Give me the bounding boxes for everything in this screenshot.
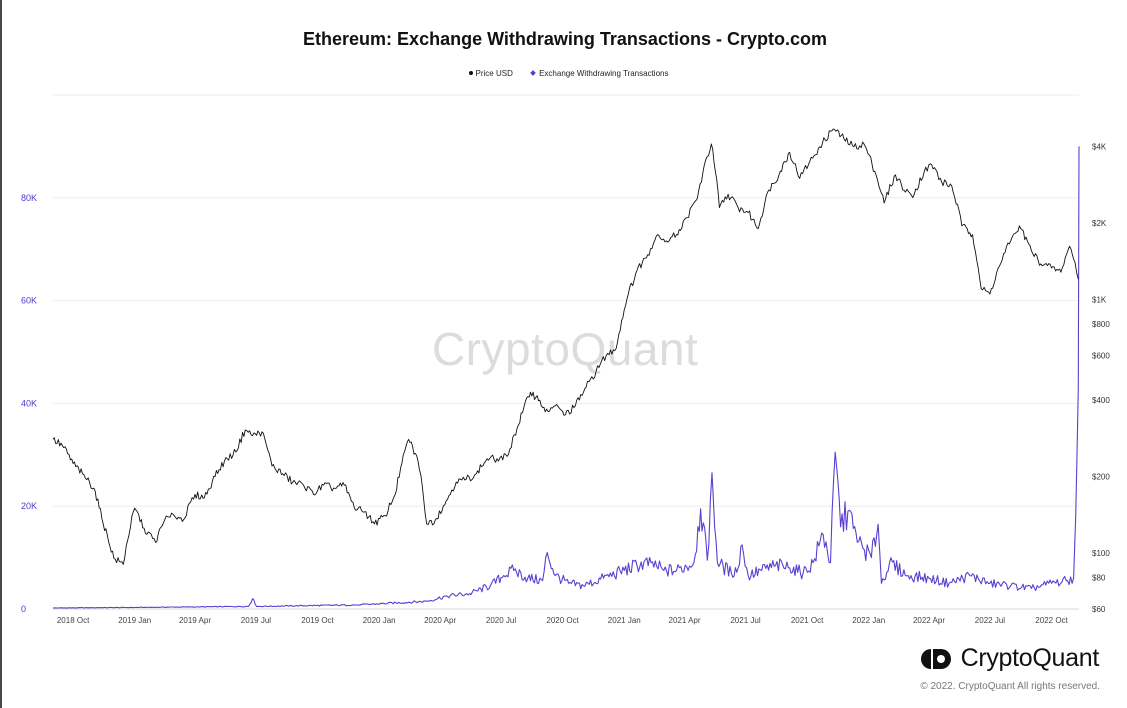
watermark: CryptoQuant	[432, 323, 699, 375]
chart-title: Ethereum: Exchange Withdrawing Transacti…	[303, 29, 827, 49]
right-axis-tick: $4K	[1092, 143, 1107, 152]
left-axis: 0 20K 40K 60K 80K	[21, 193, 37, 614]
right-axis-tick: $800	[1092, 320, 1110, 329]
x-axis-tick: 2020 Apr	[424, 616, 456, 625]
x-axis-tick: 2021 Jul	[730, 616, 760, 625]
x-axis-tick: 2019 Jul	[241, 616, 271, 625]
window-edge	[0, 0, 2, 708]
x-axis-tick: 2019 Jan	[118, 616, 151, 625]
right-axis-tick: $2K	[1092, 219, 1107, 228]
x-axis: 2018 Oct 2019 Jan 2019 Apr 2019 Jul 2019 Oct…	[57, 616, 1069, 625]
x-axis-tick: 2020 Jan	[363, 616, 396, 625]
x-axis-tick: 2021 Apr	[669, 616, 701, 625]
right-axis-tick: $1K	[1092, 295, 1107, 304]
right-axis-tick: $600	[1092, 352, 1110, 361]
x-axis-tick: 2018 Oct	[57, 616, 90, 625]
legend-price-label: Price USD	[475, 69, 513, 78]
chart-legend: Price USD Exchange Withdrawing Transacti…	[0, 69, 1127, 78]
legend-dot-icon	[468, 70, 473, 75]
series-line-transactions	[52, 146, 1080, 609]
x-axis-tick: 2020 Oct	[546, 616, 579, 625]
right-axis-tick: $400	[1092, 396, 1110, 405]
left-axis-tick: 40K	[21, 398, 37, 408]
right-axis-tick: $80	[1092, 573, 1106, 582]
left-axis-tick: 0	[21, 604, 26, 614]
series-layer	[52, 128, 1080, 609]
left-axis-tick: 80K	[21, 193, 37, 203]
x-axis-tick: 2022 Jul	[975, 616, 1005, 625]
cryptoquant-logo-icon	[920, 648, 951, 669]
right-axis-tick: $200	[1092, 472, 1110, 481]
copyright: © 2022. CryptoQuant All rights reserved.	[920, 681, 1100, 692]
left-axis-tick: 20K	[21, 501, 37, 511]
x-axis-tick: 2019 Oct	[301, 616, 334, 625]
x-axis-tick: 2021 Jan	[608, 616, 641, 625]
x-axis-tick: 2021 Oct	[791, 616, 824, 625]
legend-item-transactions[interactable]: Exchange Withdrawing Transactions	[530, 69, 669, 78]
right-axis: $60 $80 $100 $200 $400 $600 $800 $1K $2K $4K	[1092, 143, 1110, 614]
left-axis-tick: 60K	[21, 296, 37, 306]
legend-tx-label: Exchange Withdrawing Transactions	[539, 69, 669, 78]
series-line-price	[52, 128, 1079, 565]
x-axis-tick: 2022 Jan	[852, 616, 885, 625]
right-axis-tick: $100	[1092, 549, 1110, 558]
legend-item-price[interactable]: Price USD	[468, 69, 513, 78]
right-axis-tick: $60	[1092, 605, 1106, 614]
x-axis-tick: 2019 Apr	[179, 616, 211, 625]
brand-name: CryptoQuant	[960, 644, 1100, 672]
brand: CryptoQuant	[919, 644, 1099, 673]
grid	[53, 94, 1079, 610]
x-axis-tick: 2022 Oct	[1035, 616, 1068, 625]
x-axis-tick: 2022 Apr	[913, 616, 945, 625]
x-axis-tick: 2020 Jul	[486, 616, 516, 625]
